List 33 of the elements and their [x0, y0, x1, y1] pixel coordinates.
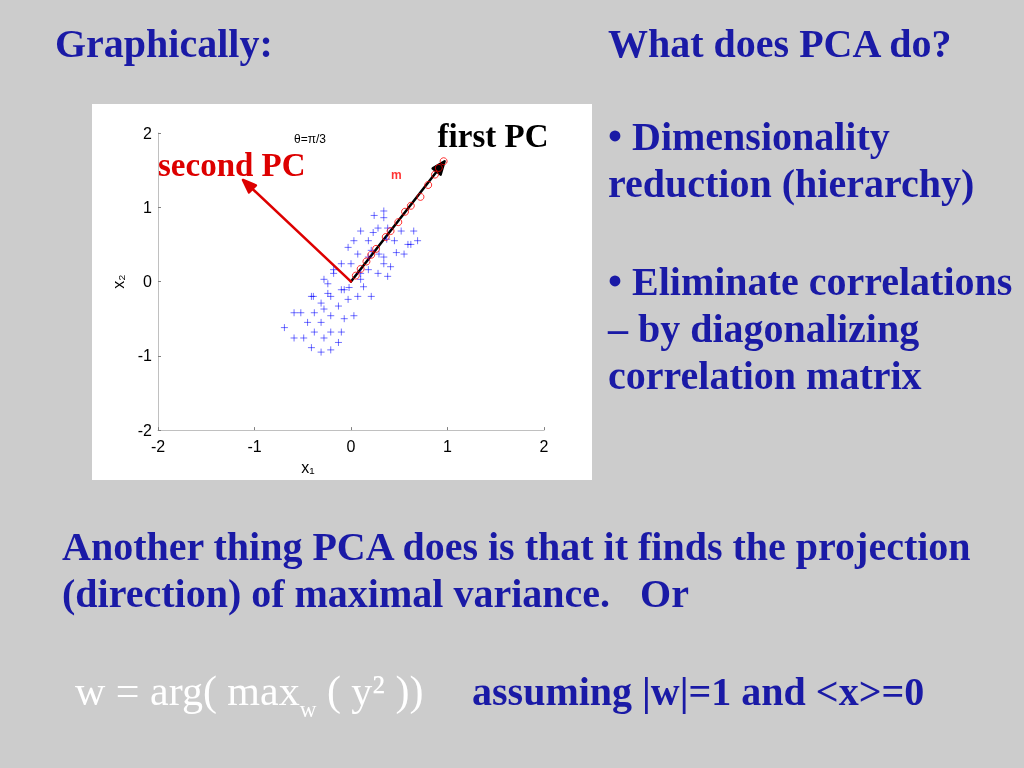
- annotation: second PC: [158, 147, 306, 183]
- series-label: m: [390, 168, 402, 183]
- point: [394, 218, 403, 227]
- x-tick-label: -1: [247, 437, 262, 455]
- text: • Dimensionality reduction (hierarchy): [608, 113, 976, 207]
- y-tick-label: 0: [143, 273, 153, 291]
- point: [416, 192, 425, 201]
- chart-title: Graphically:: [55, 20, 273, 67]
- y-tick-label: -2: [137, 421, 153, 439]
- y-axis-title: x₂: [110, 274, 128, 289]
- annotation: θ=π/3: [294, 132, 326, 146]
- point: [401, 207, 410, 216]
- x-tick-label: 2: [539, 437, 549, 455]
- text: Another thing PCA does is that it finds the projection (direction) of maximal variance. Or: [62, 523, 972, 617]
- point: [386, 227, 395, 236]
- annotation: first PC: [437, 118, 549, 155]
- x-tick-label: 0: [346, 437, 356, 455]
- point: [372, 244, 381, 253]
- text: • Eliminate correlations – by diagonalizing correlation matrix: [608, 258, 1014, 399]
- y-tick-label: 2: [143, 124, 153, 142]
- point: [356, 264, 365, 273]
- x-axis-title: x₁: [301, 458, 315, 476]
- text: assuming |w|=1 and <x>=0: [472, 668, 925, 715]
- x-tick-label: 1: [443, 437, 453, 455]
- text: What does PCA do?: [608, 20, 953, 67]
- point: [439, 157, 448, 166]
- point: [351, 271, 360, 280]
- y-tick-label: 1: [143, 198, 153, 216]
- y-tick-label: -1: [137, 347, 153, 365]
- point: [362, 257, 371, 266]
- point: [430, 170, 439, 179]
- point: [424, 180, 433, 189]
- point: [406, 201, 415, 210]
